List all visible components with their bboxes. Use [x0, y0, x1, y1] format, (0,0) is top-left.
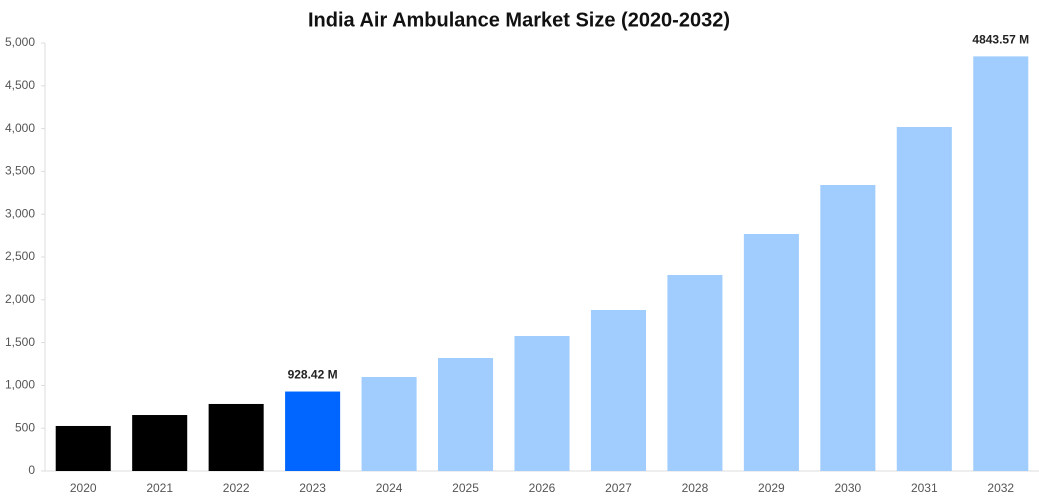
x-tick-label: 2022 — [223, 481, 250, 495]
y-tick-label: 5,000 — [5, 35, 35, 49]
y-tick-label: 3,000 — [5, 206, 35, 220]
bar — [208, 403, 264, 471]
bar — [820, 185, 876, 471]
y-tick-label: 1,500 — [5, 335, 35, 349]
x-tick-label: 2032 — [987, 481, 1014, 495]
bar — [514, 336, 570, 471]
bar — [361, 377, 417, 471]
y-tick-label: 2,000 — [5, 292, 35, 306]
x-tick-label: 2030 — [834, 481, 861, 495]
x-tick-label: 2023 — [299, 481, 326, 495]
data-label: 4843.57 M — [972, 33, 1029, 47]
bar — [590, 309, 646, 471]
bar — [55, 425, 111, 471]
bar — [667, 274, 723, 471]
data-label: 928.42 M — [288, 368, 338, 382]
bar — [438, 358, 494, 471]
y-tick-label: 2,500 — [5, 249, 35, 263]
y-tick-label: 0 — [28, 463, 35, 477]
x-tick-label: 2021 — [146, 481, 173, 495]
y-tick-label: 4,000 — [5, 121, 35, 135]
y-tick-label: 1,000 — [5, 378, 35, 392]
x-tick-label: 2020 — [70, 481, 97, 495]
x-tick-label: 2025 — [452, 481, 479, 495]
x-tick-label: 2024 — [376, 481, 403, 495]
x-tick-label: 2028 — [682, 481, 709, 495]
bar — [973, 56, 1029, 471]
y-tick-label: 4,500 — [5, 78, 35, 92]
x-tick-label: 2031 — [911, 481, 938, 495]
x-tick-label: 2027 — [605, 481, 632, 495]
y-tick-label: 500 — [15, 420, 35, 434]
bar — [743, 233, 799, 471]
x-tick-label: 2029 — [758, 481, 785, 495]
y-tick-label: 3,500 — [5, 164, 35, 178]
bar — [132, 415, 188, 471]
bar — [285, 391, 341, 471]
chart-title: India Air Ambulance Market Size (2020-20… — [308, 9, 730, 31]
bar — [896, 126, 952, 471]
x-tick-label: 2026 — [529, 481, 556, 495]
